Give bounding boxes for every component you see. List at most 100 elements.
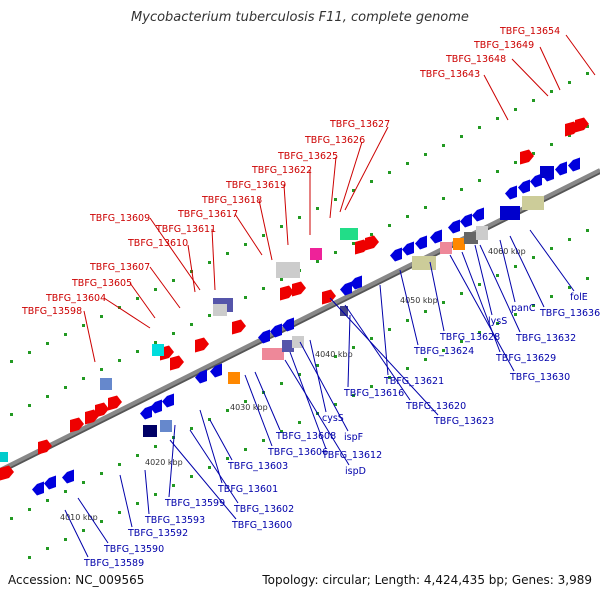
tick-dot [352,189,355,192]
tick-dot [334,355,337,358]
leader-line [483,74,509,121]
leader-line [339,141,363,213]
tick-dot [226,252,229,255]
tick-dot [46,547,49,550]
top-gene-label: TBFG_13649 [473,40,534,51]
top-gene-label: TBFG_13605 [71,278,132,289]
bottom-gene-label: TBFG_13599 [164,498,225,509]
bottom-gene-label: TBFG_13602 [233,504,294,515]
reverse-gene-arrow [150,399,162,414]
leader-line [511,58,549,97]
tick-dot [298,421,301,424]
bottom-gene-label: TBFG_13592 [127,528,188,539]
leader-line [461,251,501,353]
bottom-gene-label: TBFG_13593 [144,515,205,526]
forward-gene-arrow [365,235,379,251]
tick-dot [424,206,427,209]
tick-dot [586,229,589,232]
tick-dot [406,215,409,218]
gene-block [276,262,300,278]
gene-block [476,226,488,240]
tick-dot [154,341,157,344]
tick-dot [388,328,391,331]
tick-dot [352,394,355,397]
tick-dot [370,337,373,340]
reverse-gene-arrow [472,207,484,222]
leader-line [149,266,181,309]
tick-dot [28,351,31,354]
gene-block [522,196,544,210]
tick-dot [262,234,265,237]
tick-dot [442,349,445,352]
leader-line [168,424,176,498]
tick-dot [550,295,553,298]
reverse-gene-arrow [270,323,282,338]
tick-dot [406,162,409,165]
gene-block [152,344,164,356]
leader-line [64,509,89,558]
leader-line [144,469,150,515]
leader-line [329,156,337,219]
tick-dot [334,251,337,254]
tick-dot [82,529,85,532]
tick-dot [64,386,67,389]
reverse-gene-arrow [505,185,517,200]
tick-dot [316,260,319,263]
tick-dot [496,322,499,325]
top-gene-label: TBFG_13609 [89,213,150,224]
reverse-gene-arrow [460,213,472,228]
tick-dot [568,286,571,289]
label-leader-lines [64,34,596,558]
tick-dot [388,171,391,174]
tick-dot [532,152,535,155]
tick-dot [514,108,517,111]
leader-line [289,351,327,450]
gene-labels: TBFG_13654 TBFG_13649 TBFG_13648 TBFG_13643… [21,26,600,569]
tick-dot [10,360,13,363]
tick-dot [118,306,121,309]
leader-line [479,244,521,333]
leader-line [474,244,493,316]
tick-dot [82,377,85,380]
leader-line [258,199,273,261]
tick-dot [262,439,265,442]
leader-line [189,429,239,504]
tick-dot [100,315,103,318]
tick-dot [226,457,229,460]
tick-dot [46,342,49,345]
leader-line [329,297,439,416]
top-gene-label: TBFG_13617 [177,209,238,220]
leader-line [129,282,156,319]
reverse-gene-arrow [162,393,174,408]
leader-line [344,304,411,401]
reverse-gene-arrow [282,317,294,332]
tick-dot [154,288,157,291]
leader-line [83,310,96,363]
reverse-gene-arrow [390,247,402,262]
tick-dot [586,125,589,128]
kbp-tick-labels: 4010 kbp 4020 kbp 4030 kbp 4040 kbp 4050 kbp… [60,247,526,522]
reverse-gene-arrow [530,173,542,188]
gene-block [540,166,554,178]
tick-dot [370,233,373,236]
bottom-gene-label: TBFG_13628 [439,332,500,343]
tick-dot [532,256,535,259]
tick-dot [208,466,211,469]
top-gene-label: TBFG_13648 [445,54,506,65]
tick-dot [442,197,445,200]
kbp-tick-label: 4030 kbp [230,403,268,412]
reverse-gene-arrow [140,405,152,420]
gene-block [100,378,112,390]
kbp-tick-label: 4060 kbp [488,247,526,256]
bottom-gene-label: TBFG_13632 [515,333,576,344]
reverse-gene-arrow [350,275,362,290]
tick-dot [10,413,13,416]
top-gene-label: TBFG_13618 [201,195,262,206]
bottom-gene-label: ispD [345,466,366,477]
tick-dot [406,319,409,322]
gene-block [262,348,284,360]
tick-dot [532,99,535,102]
tick-dot [424,358,427,361]
tick-dot [334,198,337,201]
leader-line [529,229,575,292]
